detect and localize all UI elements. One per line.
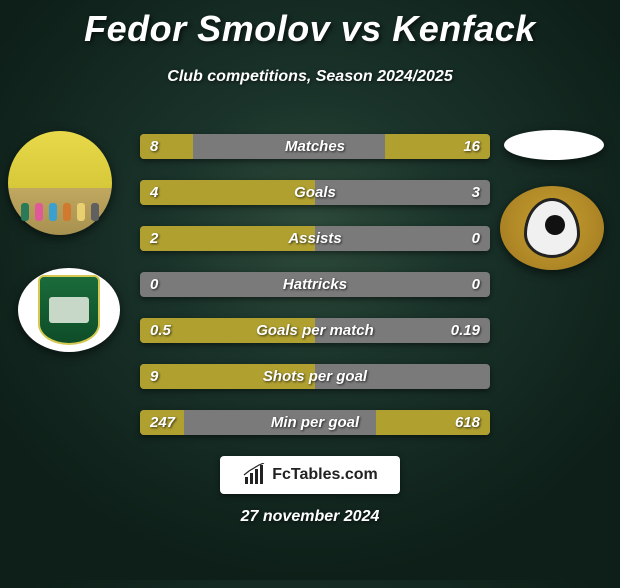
stat-right-value: 3 — [472, 180, 480, 205]
stat-right-value: 0 — [472, 272, 480, 297]
stat-right-value: 16 — [463, 134, 480, 159]
page-title: Fedor Smolov vs Kenfack — [0, 8, 620, 50]
stat-right-value: 0.19 — [451, 318, 480, 343]
stats-comparison: 8Matches164Goals32Assists00Hattricks00.5… — [140, 134, 490, 456]
chart-icon — [242, 463, 266, 487]
banner-text: FcTables.com — [272, 466, 378, 484]
stat-label: Matches — [140, 134, 490, 159]
stat-label: Assists — [140, 226, 490, 251]
avatar-figure-icon — [49, 203, 57, 221]
stat-row: 9Shots per goal — [140, 364, 490, 389]
player1-avatar — [8, 131, 112, 235]
stat-label: Min per goal — [140, 410, 490, 435]
stat-row: 8Matches16 — [140, 134, 490, 159]
club2-shield-icon — [524, 198, 580, 258]
stat-label: Goals per match — [140, 318, 490, 343]
player1-avatar-figures — [18, 203, 102, 225]
stat-label: Goals — [140, 180, 490, 205]
stat-right-value: 618 — [455, 410, 480, 435]
stat-row: 0.5Goals per match0.19 — [140, 318, 490, 343]
stat-row: 4Goals3 — [140, 180, 490, 205]
player2-avatar — [504, 130, 604, 160]
club1-shield-icon — [38, 275, 100, 345]
avatar-figure-icon — [91, 203, 99, 221]
player1-club-badge — [18, 268, 120, 352]
avatar-figure-icon — [21, 203, 29, 221]
stat-right-value: 0 — [472, 226, 480, 251]
stat-row: 2Assists0 — [140, 226, 490, 251]
stat-label: Hattricks — [140, 272, 490, 297]
player2-club-badge — [500, 186, 604, 270]
avatar-figure-icon — [63, 203, 71, 221]
avatar-figure-icon — [35, 203, 43, 221]
stat-row: 247Min per goal618 — [140, 410, 490, 435]
stat-row: 0Hattricks0 — [140, 272, 490, 297]
subtitle: Club competitions, Season 2024/2025 — [0, 68, 620, 86]
avatar-figure-icon — [77, 203, 85, 221]
date-text: 27 november 2024 — [0, 508, 620, 526]
stat-label: Shots per goal — [140, 364, 490, 389]
source-banner: FcTables.com — [220, 456, 400, 494]
